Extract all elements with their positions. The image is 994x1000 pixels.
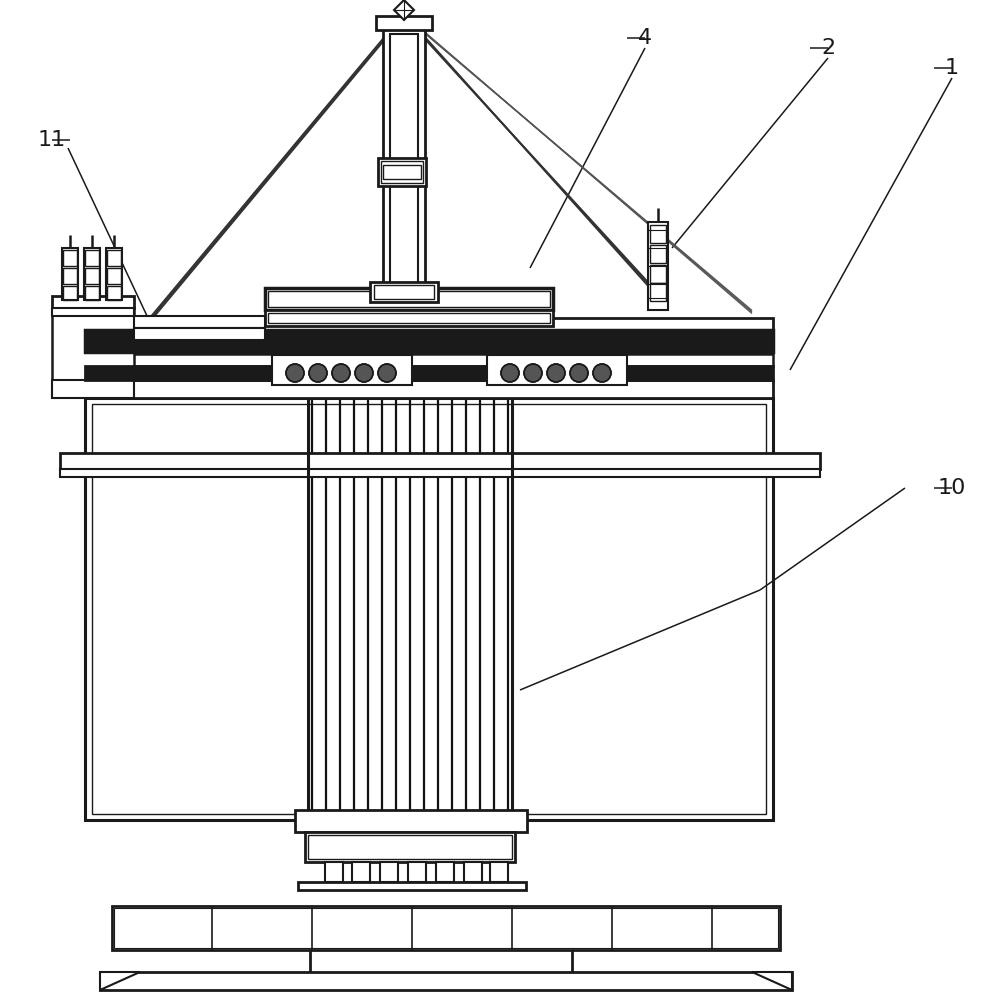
Bar bbox=[298, 882, 526, 890]
Circle shape bbox=[547, 364, 565, 382]
Polygon shape bbox=[100, 972, 140, 990]
Bar bbox=[381, 161, 423, 183]
Bar bbox=[106, 248, 122, 300]
Bar bbox=[63, 286, 77, 300]
Text: 1: 1 bbox=[945, 58, 959, 78]
Bar bbox=[265, 288, 553, 310]
Bar bbox=[376, 16, 432, 30]
Bar bbox=[265, 310, 553, 326]
Text: 10: 10 bbox=[937, 478, 966, 498]
Text: 2: 2 bbox=[821, 38, 835, 58]
Bar bbox=[295, 810, 527, 832]
Bar bbox=[107, 250, 121, 266]
Bar bbox=[85, 380, 773, 398]
Bar bbox=[52, 296, 134, 308]
Bar bbox=[295, 338, 527, 352]
Bar bbox=[107, 286, 121, 300]
Bar bbox=[268, 291, 550, 307]
Bar bbox=[52, 308, 134, 380]
Bar bbox=[325, 862, 343, 882]
Bar bbox=[490, 862, 508, 882]
Bar bbox=[85, 318, 773, 330]
Bar bbox=[60, 469, 820, 477]
Bar bbox=[85, 354, 773, 366]
Bar bbox=[100, 972, 792, 990]
Bar bbox=[650, 245, 666, 263]
Bar bbox=[85, 330, 773, 352]
Bar bbox=[352, 862, 370, 882]
Bar bbox=[464, 862, 482, 882]
Bar bbox=[383, 165, 421, 179]
Circle shape bbox=[378, 364, 396, 382]
Bar bbox=[378, 158, 426, 186]
Bar bbox=[114, 908, 778, 948]
Bar bbox=[383, 28, 425, 290]
Bar bbox=[408, 862, 426, 882]
Bar bbox=[60, 453, 820, 469]
Bar bbox=[648, 222, 668, 310]
Bar bbox=[268, 313, 550, 323]
Bar bbox=[63, 250, 77, 266]
Bar bbox=[92, 404, 766, 814]
Bar bbox=[63, 268, 77, 284]
Bar bbox=[52, 308, 134, 316]
Bar bbox=[487, 355, 627, 385]
Bar bbox=[62, 248, 78, 300]
Circle shape bbox=[501, 364, 519, 382]
Polygon shape bbox=[752, 972, 792, 990]
Circle shape bbox=[593, 364, 611, 382]
Bar bbox=[112, 906, 780, 950]
Bar bbox=[305, 832, 515, 862]
Bar bbox=[308, 835, 512, 859]
Text: 11: 11 bbox=[38, 130, 67, 150]
Bar bbox=[85, 286, 99, 300]
Bar bbox=[85, 268, 99, 284]
Circle shape bbox=[332, 364, 350, 382]
Bar bbox=[374, 285, 434, 299]
Circle shape bbox=[286, 364, 304, 382]
Bar bbox=[370, 282, 438, 302]
Bar bbox=[134, 328, 265, 340]
Bar bbox=[436, 862, 454, 882]
Polygon shape bbox=[394, 0, 414, 20]
Circle shape bbox=[309, 364, 327, 382]
Bar bbox=[650, 265, 666, 283]
Bar bbox=[85, 250, 99, 266]
Circle shape bbox=[355, 364, 373, 382]
Bar bbox=[272, 355, 412, 385]
Circle shape bbox=[570, 364, 588, 382]
Bar bbox=[650, 225, 666, 243]
Bar bbox=[52, 380, 134, 398]
Bar bbox=[84, 248, 100, 300]
Bar bbox=[85, 398, 773, 820]
Circle shape bbox=[524, 364, 542, 382]
Bar bbox=[650, 283, 666, 301]
Bar bbox=[85, 366, 773, 380]
Bar bbox=[107, 268, 121, 284]
Text: 4: 4 bbox=[638, 28, 652, 48]
Bar bbox=[134, 316, 265, 328]
Bar bbox=[390, 34, 418, 284]
Bar bbox=[380, 862, 398, 882]
